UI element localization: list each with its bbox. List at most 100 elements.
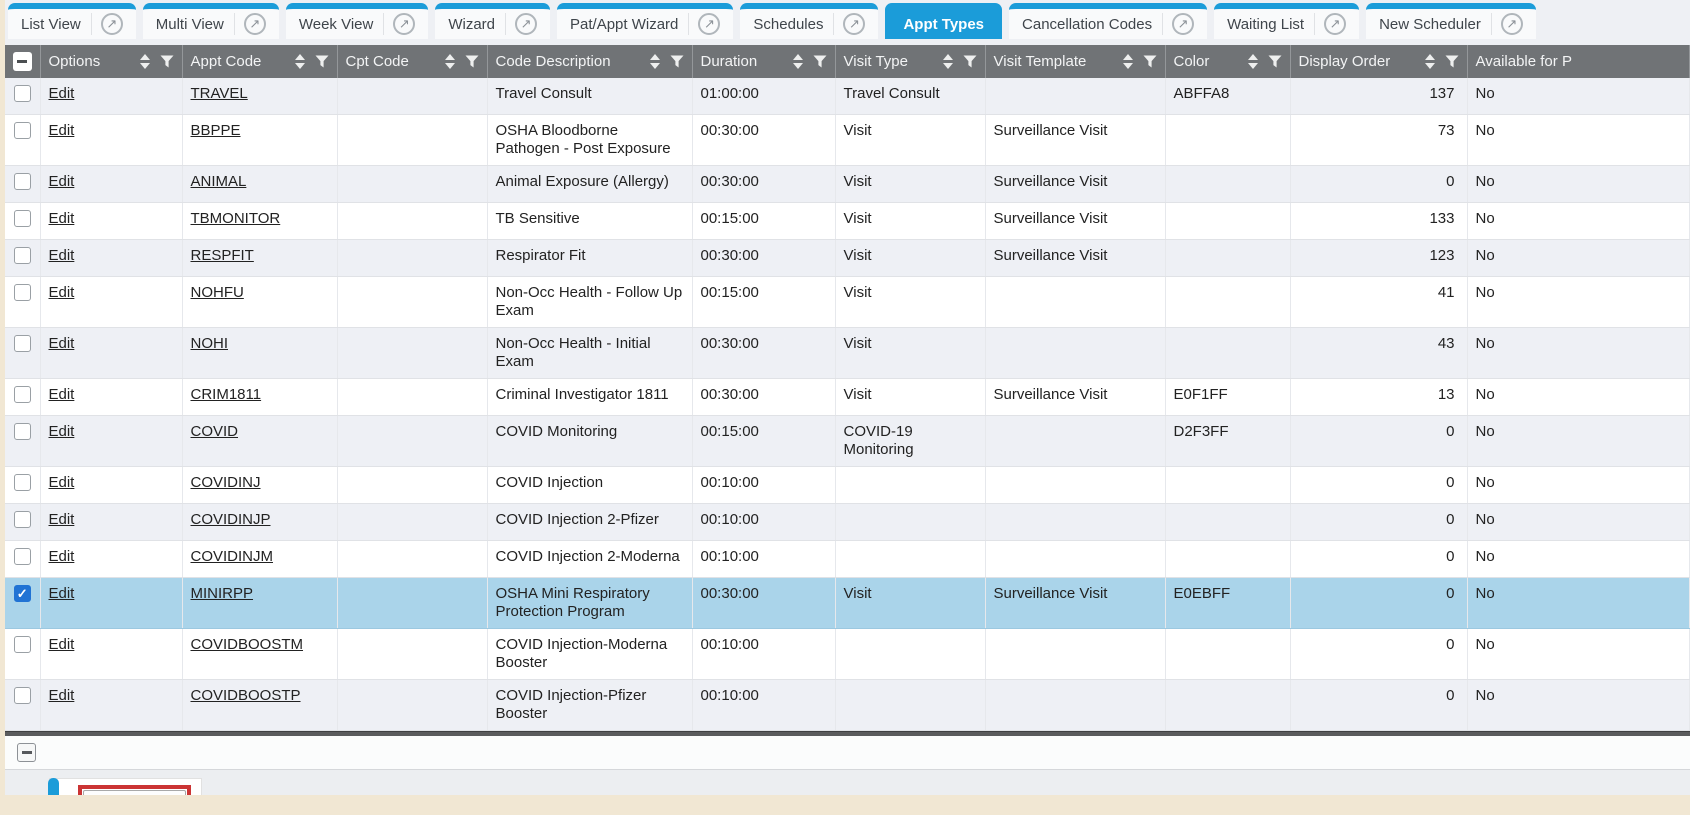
cell-color: E0F1FF (1165, 378, 1291, 416)
edit-link[interactable]: Edit (48, 85, 75, 102)
filter-icon[interactable] (315, 55, 329, 68)
row-checkbox[interactable]: ✓ (13, 210, 31, 227)
tab-pat-appt-wizard[interactable]: Pat/Appt Wizard ↗ (557, 3, 734, 39)
collapse-button[interactable] (17, 743, 36, 762)
row-checkbox[interactable]: ✓ (13, 386, 31, 403)
edit-link[interactable]: Edit (48, 335, 75, 352)
column-header-cpt-code[interactable]: Cpt Code (337, 45, 488, 78)
appt-code-link[interactable]: COVIDINJP (190, 511, 271, 528)
tab-multi-view[interactable]: Multi View ↗ (142, 3, 279, 39)
filter-icon[interactable] (160, 55, 174, 68)
edit-link[interactable]: Edit (48, 423, 75, 440)
filter-icon[interactable] (813, 55, 827, 68)
external-link-icon[interactable]: ↗ (100, 13, 123, 35)
appt-code-link[interactable]: TBMONITOR (190, 210, 281, 227)
column-header-appt-code[interactable]: Appt Code (182, 45, 338, 78)
edit-link[interactable]: Edit (48, 687, 75, 704)
appt-code-link[interactable]: COVID (190, 423, 239, 440)
row-checkbox[interactable]: ✓ (13, 548, 31, 565)
filter-icon[interactable] (670, 55, 684, 68)
tab-waiting-list[interactable]: Waiting List ↗ (1214, 3, 1360, 39)
column-header-options[interactable]: Options (40, 45, 183, 78)
column-header-visit-template[interactable]: Visit Template (985, 45, 1166, 78)
edit-link[interactable]: Edit (48, 474, 75, 491)
row-checkbox[interactable]: ✓ (13, 423, 31, 440)
external-link-icon[interactable]: ↗ (1500, 13, 1523, 35)
collapse-all-button[interactable] (13, 52, 32, 71)
tab-schedules[interactable]: Schedules ↗ (740, 3, 879, 39)
row-checkbox[interactable]: ✓ (13, 585, 31, 602)
edit-link[interactable]: Edit (48, 210, 75, 227)
sort-icon[interactable] (294, 54, 305, 69)
filter-icon[interactable] (1268, 55, 1282, 68)
tab-new-scheduler[interactable]: New Scheduler ↗ (1366, 3, 1536, 39)
row-checkbox[interactable]: ✓ (13, 284, 31, 301)
row-checkbox[interactable]: ✓ (13, 122, 31, 139)
row-checkbox[interactable]: ✓ (13, 247, 31, 264)
row-checkbox[interactable]: ✓ (13, 636, 31, 653)
appt-code-link[interactable]: CRIM1811 (190, 386, 262, 403)
row-checkbox[interactable]: ✓ (13, 335, 31, 352)
external-link-icon[interactable]: ↗ (515, 13, 538, 35)
edit-link[interactable]: Edit (48, 173, 75, 190)
appt-code-link[interactable]: NOHFU (190, 284, 244, 301)
edit-link[interactable]: Edit (48, 511, 75, 528)
external-link-icon[interactable]: ↗ (1324, 13, 1347, 35)
filter-icon[interactable] (465, 55, 479, 68)
column-header-color[interactable]: Color (1165, 45, 1291, 78)
tab-cancellation-codes[interactable]: Cancellation Codes ↗ (1009, 3, 1208, 39)
appt-code-link[interactable]: BBPPE (190, 122, 241, 139)
sort-icon[interactable] (139, 54, 150, 69)
sort-icon[interactable] (649, 54, 660, 69)
set-status-button[interactable]: Set Status (83, 790, 187, 795)
column-header-visit-type[interactable]: Visit Type (835, 45, 986, 78)
filter-icon[interactable] (963, 55, 977, 68)
tab-list-view[interactable]: List View ↗ (8, 3, 136, 39)
sort-icon[interactable] (942, 54, 953, 69)
sort-icon[interactable] (792, 54, 803, 69)
edit-link[interactable]: Edit (48, 548, 75, 565)
row-checkbox[interactable]: ✓ (13, 85, 31, 102)
appt-code-link[interactable]: NOHI (190, 335, 229, 352)
sort-icon[interactable] (1247, 54, 1258, 69)
appt-code-link[interactable]: MINIRPP (190, 585, 254, 602)
appt-code-link[interactable]: COVIDINJM (190, 548, 274, 565)
external-link-icon[interactable]: ↗ (843, 13, 866, 35)
tab-label: List View (21, 15, 81, 33)
tab-week-view[interactable]: Week View ↗ (285, 3, 429, 39)
row-checkbox[interactable]: ✓ (13, 474, 31, 491)
row-checkbox[interactable]: ✓ (13, 511, 31, 528)
column-header-display-order[interactable]: Display Order (1290, 45, 1468, 78)
external-link-icon[interactable]: ↗ (1172, 13, 1195, 35)
tab-appt-types[interactable]: Appt Types (885, 3, 1003, 39)
edit-link[interactable]: Edit (48, 122, 75, 139)
appt-code-link[interactable]: ANIMAL (190, 173, 247, 190)
column-header-code-description[interactable]: Code Description (487, 45, 693, 78)
filter-icon[interactable] (1143, 55, 1157, 68)
sort-icon[interactable] (1424, 54, 1435, 69)
edit-link[interactable]: Edit (48, 636, 75, 653)
edit-link[interactable]: Edit (48, 247, 75, 264)
row-checkbox[interactable]: ✓ (13, 173, 31, 190)
row-checkbox[interactable]: ✓ (13, 687, 31, 704)
column-header-available-for-p[interactable]: Available for P (1467, 45, 1690, 78)
appt-code-link[interactable]: RESPFIT (190, 247, 254, 264)
external-link-icon[interactable]: ↗ (698, 13, 721, 35)
external-link-icon[interactable]: ↗ (393, 13, 416, 35)
action-panel: Set Status (48, 778, 203, 795)
edit-link[interactable]: Edit (48, 284, 75, 301)
sort-icon[interactable] (1122, 54, 1133, 69)
external-link-icon[interactable]: ↗ (243, 13, 266, 35)
edit-link[interactable]: Edit (48, 386, 75, 403)
appt-code-link[interactable]: TRAVEL (190, 85, 248, 102)
appt-code-link[interactable]: COVIDBOOSTM (190, 636, 304, 653)
cell-available: No (1467, 378, 1690, 416)
filter-icon[interactable] (1445, 55, 1459, 68)
column-header-duration[interactable]: Duration (692, 45, 836, 78)
edit-link[interactable]: Edit (48, 585, 75, 602)
appt-code-link[interactable]: COVIDBOOSTP (190, 687, 301, 704)
tab-wizard[interactable]: Wizard ↗ (435, 3, 551, 39)
sort-icon[interactable] (444, 54, 455, 69)
cell-available: No (1467, 503, 1690, 541)
appt-code-link[interactable]: COVIDINJ (190, 474, 261, 491)
